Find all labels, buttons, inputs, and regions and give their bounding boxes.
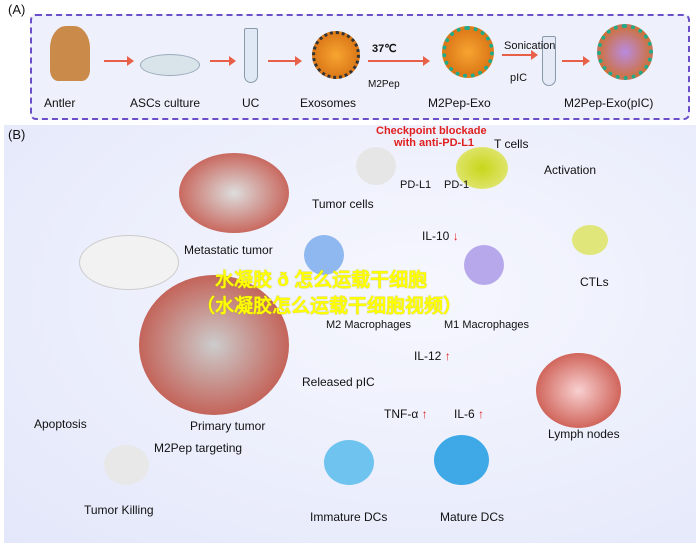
m2pep-label: M2Pep — [368, 79, 400, 90]
lymph-node-icon — [536, 353, 621, 428]
apoptosis-label: Apoptosis — [34, 417, 87, 431]
il10-label: IL-10 ↓ — [422, 229, 459, 243]
tumor-cells-label: Tumor cells — [312, 197, 374, 211]
lymph-nodes-label: Lymph nodes — [548, 427, 620, 441]
arrow — [268, 56, 302, 66]
tumor-killing-label: Tumor Killing — [84, 503, 154, 517]
pd-1-label: PD-1 — [444, 179, 470, 191]
mature-dc-icon — [434, 435, 489, 485]
targeting-label: M2Pep targeting — [154, 441, 243, 455]
step-label: M2Pep-Exo — [428, 96, 491, 110]
mouse-image — [79, 235, 179, 290]
step-label: M2Pep-Exo(pIC) — [564, 96, 654, 110]
pd-l1-label: PD-L1 — [400, 179, 432, 191]
ctl-icon — [572, 225, 608, 255]
step-label: ASCs culture — [130, 96, 201, 110]
panel-b: (B) Checkpoint blockade with anti-PD-L1 … — [4, 125, 696, 543]
step-label: UC — [242, 96, 260, 110]
tnf-label: TNF-α ↑ — [384, 407, 428, 421]
tnf-text: TNF-α — [384, 407, 419, 421]
il12-text: IL-12 — [414, 349, 442, 363]
arrow — [210, 56, 236, 66]
arrow — [368, 56, 430, 66]
metastatic-tumor-image — [179, 153, 289, 233]
released-pic-label: Released pIC — [302, 375, 375, 389]
culture-dish-icon — [140, 54, 200, 76]
m1-macrophage-icon — [464, 245, 504, 285]
tube-icon — [244, 28, 258, 83]
activation-label: Activation — [544, 163, 597, 177]
down-arrow-icon: ↓ — [452, 229, 459, 243]
tumor-killing-icon — [104, 445, 149, 485]
checkpoint-label: Checkpoint blockade — [376, 125, 487, 137]
immature-dcs-label: Immature DCs — [310, 510, 388, 524]
mature-dcs-label: Mature DCs — [440, 510, 505, 524]
checkpoint-label-2: with anti-PD-L1 — [394, 137, 475, 149]
step-label: Antler — [44, 96, 76, 110]
tumor-cell-icon — [356, 147, 396, 185]
m2-macrophages-label: M2 Macrophages — [326, 319, 411, 331]
arrow — [502, 50, 538, 60]
t-cell-icon — [456, 147, 508, 189]
up-arrow-icon: ↑ — [478, 407, 485, 421]
primary-tumor-image — [139, 275, 289, 415]
sonication-label: Sonication — [504, 40, 556, 52]
arrow — [562, 56, 590, 66]
arrow — [104, 56, 134, 66]
il10-text: IL-10 — [422, 229, 450, 243]
m2pep-exo-pic-icon — [597, 24, 653, 80]
temperature-label: 37℃ — [372, 43, 397, 55]
ctls-label: CTLs — [580, 275, 609, 289]
panel-a-label: (A) — [8, 2, 26, 17]
exosome-icon — [312, 31, 360, 79]
watermark-line-2: （水凝胶怎么运载干细胞视频） — [196, 296, 463, 317]
t-cells-label: T cells — [494, 137, 529, 151]
il6-text: IL-6 — [454, 407, 475, 421]
watermark-line-1: 水凝胶 ð 怎么运载干细胞 — [215, 270, 428, 291]
m2pep-exo-icon — [442, 26, 494, 78]
sonication-tube-icon — [542, 36, 556, 86]
panel-a: Antler ASCs culture UC Exosomes M2Pep-Ex… — [30, 14, 690, 120]
immature-dc-icon — [324, 440, 374, 485]
deer-icon — [50, 26, 90, 81]
panel-b-label: (B) — [8, 127, 26, 142]
m2-macrophage-icon — [304, 235, 344, 275]
il6-label: IL-6 ↑ — [454, 407, 484, 421]
primary-tumor-label: Primary tumor — [190, 419, 266, 433]
step-label: Exosomes — [300, 96, 357, 110]
up-arrow-icon: ↑ — [444, 349, 451, 363]
il12-label: IL-12 ↑ — [414, 349, 451, 363]
m1-macrophages-label: M1 Macrophages — [444, 319, 529, 331]
pic-label: pIC — [510, 72, 528, 84]
metastatic-tumor-label: Metastatic tumor — [184, 243, 273, 257]
up-arrow-icon: ↑ — [421, 407, 428, 421]
